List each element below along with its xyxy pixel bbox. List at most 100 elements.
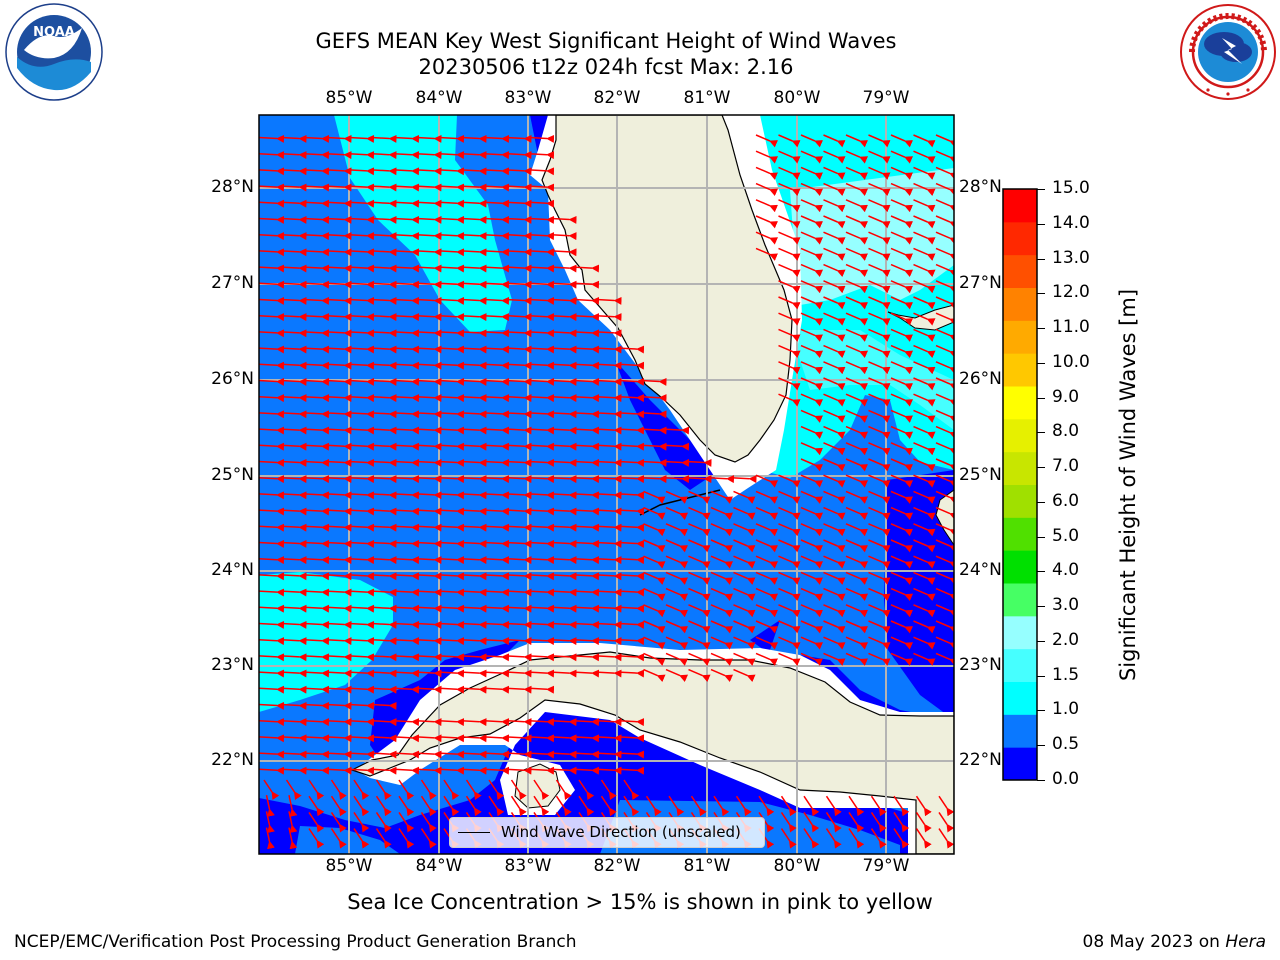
wind-wave-arrow [778,150,801,164]
wind-wave-arrow [371,248,397,257]
wind-wave-arrow [755,231,779,245]
wind-wave-arrow [551,329,577,338]
wind-wave-arrow [573,523,600,532]
wind-wave-arrow [868,263,891,278]
wind-wave-arrow [348,167,375,176]
footer-host: Hera [1225,932,1266,952]
wind-wave-arrow [259,766,285,775]
wind-wave-arrow [348,669,375,678]
colorbar-tick: 8.0 [1052,421,1080,442]
colorbar-bin [1003,615,1037,650]
wind-wave-arrow [868,344,891,359]
wind-wave-arrow [913,166,936,180]
wind-wave-arrow [823,604,846,618]
wind-wave-arrow [935,393,954,407]
wind-wave-arrow [483,232,510,241]
wind-wave-arrow [393,264,420,273]
wind-wave-arrow [665,620,689,634]
wind-wave-arrow [326,410,352,419]
wind-wave-arrow [845,134,869,148]
colorbar-tick-mark [1037,640,1045,642]
wind-wave-arrow [461,491,487,500]
colorbar-bin [1003,353,1037,387]
wind-wave-arrow [688,490,711,504]
wind-wave-arrow [416,151,442,160]
wind-wave-arrow [281,556,307,565]
map-legend: Wind Wave Direction (unscaled) [449,817,765,848]
wind-wave-arrow [890,555,914,569]
wind-wave-arrow [890,247,914,261]
wind-wave-arrow [755,490,779,504]
wind-wave-arrow [755,587,779,602]
wind-wave-arrow [438,183,465,192]
wind-wave-arrow [528,620,555,629]
wind-wave-arrow [506,199,532,208]
wind-wave-arrow [528,556,555,565]
wind-wave-arrow [551,345,577,354]
wind-wave-arrow [371,507,397,516]
wind-wave-arrow [483,264,510,273]
wind-wave-arrow [528,313,555,322]
wind-wave-arrow [800,182,824,197]
wind-wave-arrow [618,766,645,775]
wind-wave-arrow [303,151,330,160]
wind-wave-arrow [506,734,532,743]
wind-wave-arrow [845,604,869,618]
wind-wave-arrow [800,506,824,521]
wind-wave-arrow [348,539,375,548]
wind-wave-arrow [420,811,437,833]
wind-wave-arrow [398,811,415,833]
wind-wave-arrow [868,182,891,197]
wind-wave-arrow [823,636,846,650]
wind-wave-arrow [710,523,734,537]
wind-wave-arrow [393,507,420,516]
wind-wave-arrow [393,167,420,176]
wind-wave-arrow [393,669,420,678]
wind-wave-arrow [665,539,689,553]
wind-wave-arrow [870,828,887,849]
wind-wave-arrow [416,685,442,694]
wind-wave-arrow [281,377,307,386]
wind-wave-arrow [823,377,846,391]
lat-label-left: 24°N [211,560,254,580]
wind-wave-arrow [710,604,734,618]
wind-wave-arrow [371,426,397,435]
wind-wave-arrow [483,426,510,435]
wind-wave-arrow [348,701,375,710]
wind-wave-arrow [665,523,689,537]
wind-wave-arrow [710,571,734,585]
wind-wave-arrow [506,588,532,597]
wind-wave-arrow [265,811,275,834]
lat-label-left: 26°N [211,369,254,389]
wind-wave-arrow [845,312,869,326]
wind-wave-arrow [596,361,622,370]
wind-wave-arrow [890,296,914,310]
wind-wave-arrow [551,426,577,435]
wind-wave-arrow [438,539,465,548]
wind-wave-arrow [506,329,532,338]
wind-wave-arrow [823,620,846,634]
wind-wave-arrow [618,507,645,516]
wind-wave-arrow [573,377,600,386]
wind-wave-arrow [668,795,685,817]
wind-wave-arrow [868,490,891,504]
wind-wave-arrow [259,653,285,662]
wind-wave-arrow [596,539,622,548]
wind-wave-arrow [800,393,824,407]
wind-wave-arrow [483,329,510,338]
wind-wave-arrow [800,474,824,488]
wind-wave-arrow [643,571,666,585]
wind-wave-arrow [755,134,779,148]
wind-wave-arrow [326,539,352,548]
wind-wave-arrow [398,779,415,801]
colorbar-bin [1003,451,1037,485]
wind-wave-arrow [483,458,510,467]
wind-wave-arrow [461,345,487,354]
wind-wave-arrow [438,572,465,581]
wind-wave-arrow [890,523,914,537]
wind-wave-arrow [461,199,487,208]
wind-wave-arrow [823,280,846,294]
wind-wave-arrow [348,410,375,419]
wind-wave-arrow [778,506,801,521]
lat-label-right: 27°N [959,273,1002,293]
